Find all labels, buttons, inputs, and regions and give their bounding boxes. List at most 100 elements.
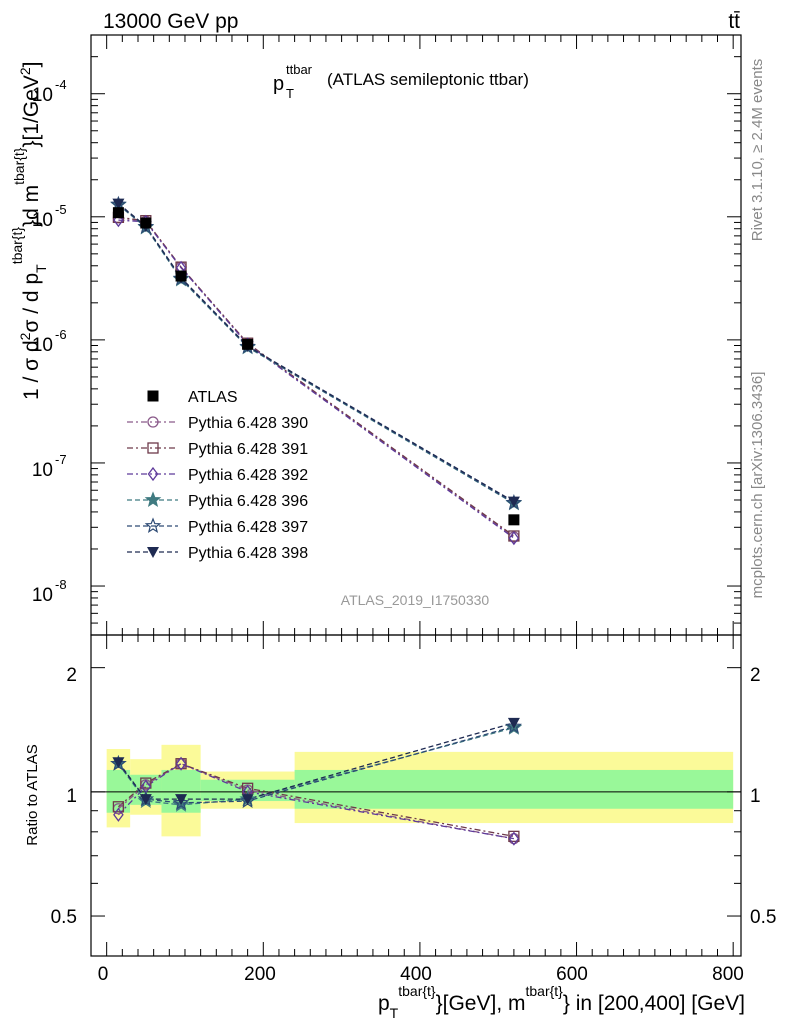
ytick-exp: -7: [55, 452, 67, 467]
axes-frames: [90, 34, 742, 957]
legend-entry-label: ATLAS: [188, 389, 238, 406]
xlabel-part: T: [390, 1005, 399, 1021]
legend-entry-label: Pythia 6.428 392: [188, 467, 308, 484]
ratio-band-inner: [294, 769, 734, 809]
series-line-main: [117, 203, 515, 504]
series-lines: [117, 203, 515, 840]
xtick-label: 0: [98, 964, 109, 985]
ylabel-part: ]: [20, 61, 43, 67]
circle-marker: [147, 416, 159, 428]
ytick-exp: -8: [55, 577, 67, 592]
square-marker: [242, 338, 254, 350]
series-line-main: [118, 219, 515, 539]
triangle-marker: [112, 757, 125, 769]
process-label: tt̄: [728, 10, 740, 33]
ratio-band-inner: [106, 769, 131, 813]
ytick-exp: -6: [55, 327, 67, 342]
ratio-ylabel: Ratio to ATLAS: [24, 744, 41, 845]
main-ylabel: 1 / σ d2σ / d pTtbar{t}}d mtbar{t}}[1/Ge…: [9, 61, 49, 400]
triangle-marker: [175, 794, 188, 806]
square-marker: [112, 801, 125, 813]
ratio-plot: Ratio to ATLAS 0.5 1 2 0.5 1 2: [24, 665, 776, 928]
ytick-exp: -5: [55, 202, 67, 217]
star-marker: [144, 517, 162, 534]
star-marker: [144, 491, 162, 508]
ratio-ytick-label: 0.5: [51, 907, 77, 928]
triangle-marker: [139, 794, 152, 806]
ylabel-part: }[1/GeV: [20, 75, 43, 147]
series-line-main: [117, 203, 515, 503]
legend-entry-label: Pythia 6.428 391: [188, 441, 308, 458]
analysis-watermark: ATLAS_2019_I1750330: [341, 592, 490, 608]
ytick-label: 10: [32, 460, 53, 481]
ytick-label: 10: [32, 585, 53, 606]
legend-entry-label: Pythia 6.428 398: [188, 545, 308, 562]
ratio-ytick-label-right: 0.5: [750, 907, 776, 928]
ylabel-part: 2: [17, 332, 33, 340]
xlabel-part: } in [200,400] [GeV]: [563, 992, 745, 1015]
ytick-label: 10: [32, 85, 53, 106]
series-line-ratio: [117, 762, 515, 840]
ylabel-part: σ / d p: [20, 273, 43, 333]
square-marker: [140, 777, 152, 789]
square-marker: [140, 217, 152, 229]
square-marker: [147, 442, 159, 454]
energy-label: 13000 GeV pp: [103, 10, 238, 33]
ylabel-part: tbar{t}: [9, 227, 25, 265]
x-axis-label: pTtbar{t}}[GeV], mtbar{t}} in [200,400] …: [378, 983, 745, 1021]
xlabel-part: }[GeV], m: [436, 992, 526, 1015]
square-marker: [175, 270, 187, 282]
ytick-label: 10: [32, 210, 53, 231]
legend-entry-label: Pythia 6.428 397: [188, 519, 308, 536]
plot-title-p: p: [273, 73, 284, 95]
diamond-marker: [508, 831, 520, 846]
xlabel-part: tbar{t}: [525, 983, 563, 999]
triangle-marker: [112, 198, 125, 210]
series-markers: [110, 195, 523, 846]
star-marker: [505, 717, 523, 734]
series-line-ratio: [117, 762, 515, 840]
xtick-label: 200: [244, 964, 276, 985]
series-line-main: [118, 216, 515, 537]
rivet-label: Rivet 3.1.10, ≥ 2.4M events: [749, 59, 766, 242]
triangle-marker: [507, 496, 520, 508]
square-marker: [508, 530, 520, 542]
square-marker: [508, 514, 520, 526]
mcplots-label: mcplots.cern.ch [arXiv:1306.3436]: [749, 372, 766, 599]
ytick-label: 10: [32, 335, 53, 356]
ratio-ytick-label: 2: [66, 665, 77, 686]
ratio-uncertainty-bands: [106, 744, 734, 837]
ratio-ytick-label-right: 1: [750, 786, 761, 807]
ylabel-part: tbar{t}: [11, 147, 27, 185]
main-plot: p T ttbar (ATLAS semileptonic ttbar) ATL…: [9, 61, 529, 608]
xlabel-part: p: [378, 992, 390, 1015]
ratio-frame: [90, 634, 742, 957]
plot-title-rest: (ATLAS semileptonic ttbar): [327, 70, 529, 89]
triangle-marker: [507, 717, 520, 729]
legend-symbols: [127, 390, 178, 558]
xlabel-part: tbar{t}: [398, 983, 436, 999]
legend-entry-label: Pythia 6.428 390: [188, 415, 308, 432]
triangle-marker: [241, 794, 254, 806]
series-line-main: [117, 204, 515, 504]
ylabel-part: 2: [17, 67, 33, 75]
x-axis: 0 200 400 600 800 pTtbar{t}}[GeV], mtbar…: [98, 964, 745, 1021]
ylabel-part: }d m: [20, 185, 43, 227]
ylabel-part: T: [33, 264, 49, 273]
legend: ATLAS Pythia 6.428 390 Pythia 6.428 391 …: [188, 389, 308, 562]
triangle-marker: [147, 547, 159, 558]
legend-entry-label: Pythia 6.428 396: [188, 493, 308, 510]
square-marker: [147, 390, 159, 402]
xtick-label: 800: [712, 964, 744, 985]
square-marker: [508, 830, 520, 843]
ratio-ytick-label-right: 2: [750, 665, 761, 686]
plot-title-sub: T: [286, 86, 294, 101]
ytick-exp: -4: [55, 77, 67, 92]
xtick-label: 400: [400, 964, 432, 985]
square-marker: [112, 207, 124, 219]
main-y-ticks: 10 -8 10 -7 10 -6 10 -5 10 -4: [32, 77, 67, 606]
diamond-marker: [175, 756, 187, 771]
svg-text:1 / σ d2σ / d pTtbar{t}}d mtba: 1 / σ d2σ / d pTtbar{t}}d mtbar{t}}[1/Ge…: [9, 61, 49, 400]
series-line-ratio: [117, 763, 515, 837]
